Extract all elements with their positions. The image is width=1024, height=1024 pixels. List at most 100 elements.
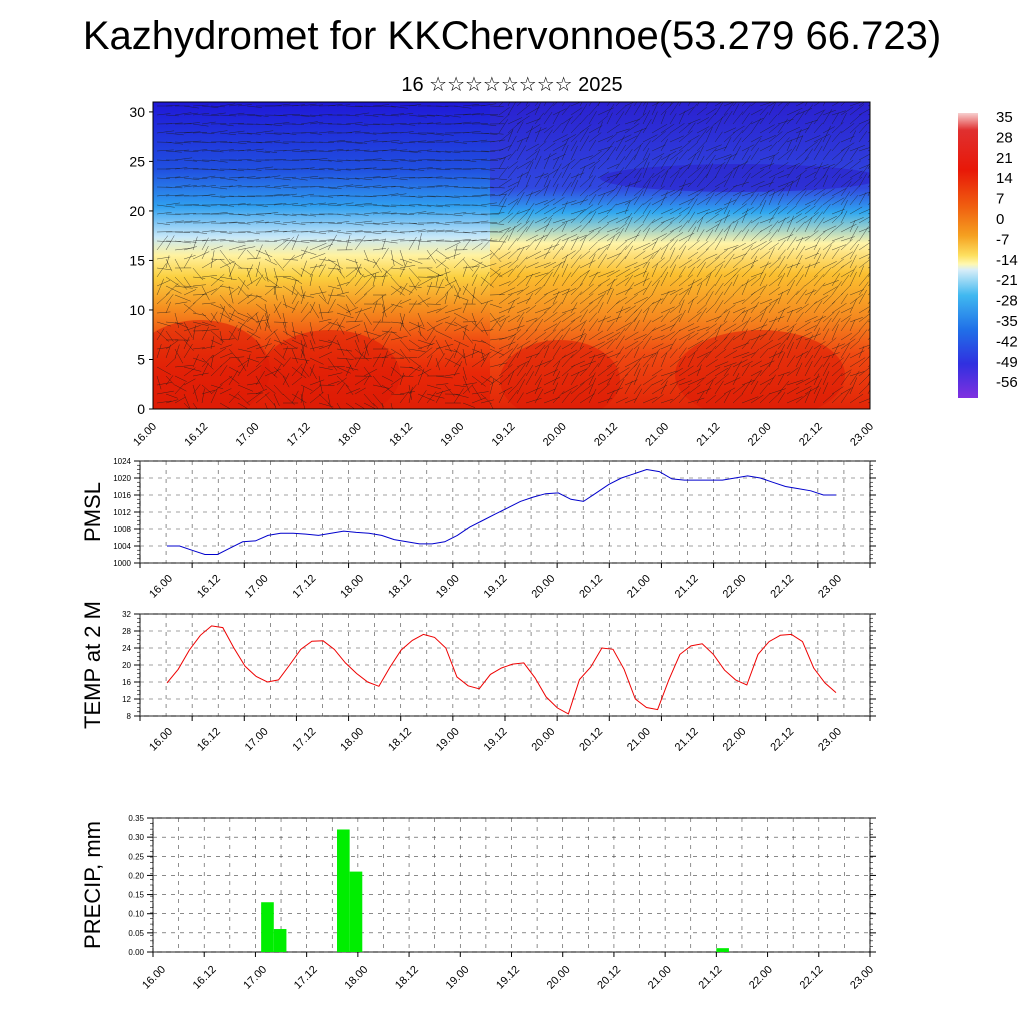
x-tick-label: 21.12: [696, 964, 724, 992]
x-tick-label: 20.00: [529, 573, 557, 601]
x-tick-label: 17.00: [241, 964, 269, 992]
x-tick-label: 21.00: [625, 726, 653, 754]
y-tick-label: 1012: [113, 508, 131, 517]
y-tick-label: 32: [122, 610, 131, 619]
x-tick-label: 23.00: [848, 964, 876, 992]
colorbar-label: -14: [996, 252, 1018, 269]
colorbar-label: 21: [996, 150, 1013, 167]
y-tick-label: 0.30: [128, 833, 144, 842]
x-tick-label: 17.12: [291, 573, 319, 601]
y-tick-label: 30: [129, 104, 145, 120]
colorbar-label: -56: [996, 374, 1018, 391]
x-tick-label: 17.00: [234, 421, 262, 449]
x-tick-label: 20.12: [595, 964, 623, 992]
colorbar-label: -7: [996, 231, 1009, 248]
y-tick-label: 0.20: [128, 871, 144, 880]
x-tick-label: 22.12: [797, 421, 825, 449]
colorbar-label: -21: [996, 272, 1018, 289]
x-tick-label: 18.00: [338, 726, 366, 754]
precip-bar: [261, 902, 274, 952]
colorbar-label: -42: [996, 333, 1018, 350]
y-tick-label: 25: [129, 153, 145, 169]
heatmap-frame: [152, 101, 871, 410]
x-tick-label: 16.12: [195, 573, 223, 601]
y-tick-label: 20: [122, 661, 131, 670]
x-tick-label: 22.12: [798, 964, 826, 992]
y-tick-label: 1016: [113, 491, 131, 500]
x-tick-label: 16.12: [182, 421, 210, 449]
pmsl-line: [167, 468, 836, 555]
x-tick-label: 19.12: [490, 421, 518, 449]
y-tick-label: 16: [122, 678, 131, 687]
x-tick-label: 16.12: [195, 726, 223, 754]
x-tick-label: 20.00: [545, 964, 573, 992]
y-tick-label: 15: [129, 252, 145, 268]
colorbar-label: -28: [996, 293, 1018, 310]
y-tick-label: 0.25: [128, 852, 144, 861]
x-tick-label: 17.12: [292, 964, 320, 992]
y-tick-label: 1024: [113, 457, 131, 466]
x-tick-label: 22.00: [721, 573, 749, 601]
x-tick-label: 19.12: [482, 726, 510, 754]
x-tick-label: 19.12: [482, 573, 510, 601]
precip-bar: [349, 871, 363, 952]
x-tick-label: 20.00: [529, 726, 557, 754]
x-tick-label: 18.12: [387, 421, 415, 449]
y-axis-label: PRECIP, mm: [80, 821, 105, 949]
y-tick-label: 10: [129, 302, 145, 318]
y-tick-label: 0.00: [128, 948, 144, 957]
x-tick-label: 17.12: [285, 421, 313, 449]
date-subtitle: 16 ☆☆☆☆☆☆☆☆ 2025: [401, 74, 623, 96]
wind-barbs: [156, 102, 870, 409]
x-tick-label: 22.12: [768, 573, 796, 601]
y-tick-label: 0.05: [128, 929, 144, 938]
y-tick-label: 24: [122, 644, 131, 653]
x-tick-label: 22.00: [721, 726, 749, 754]
precip-bar: [716, 948, 729, 952]
x-tick-label: 21.12: [673, 573, 701, 601]
heatmap-field: [153, 102, 870, 409]
x-tick-label: 16.00: [131, 421, 159, 449]
x-tick-label: 19.00: [434, 726, 462, 754]
y-tick-label: 0: [137, 401, 145, 417]
x-tick-label: 19.12: [494, 964, 522, 992]
x-tick-label: 18.00: [336, 421, 364, 449]
x-tick-label: 22.00: [747, 964, 775, 992]
colorbar-label: -35: [996, 313, 1018, 330]
x-tick-label: 18.00: [338, 573, 366, 601]
x-tick-label: 19.00: [434, 573, 462, 601]
y-tick-label: 20: [129, 203, 145, 219]
y-tick-label: 1000: [113, 559, 131, 568]
x-tick-label: 18.00: [342, 964, 370, 992]
colorbar: [958, 113, 978, 398]
warm-pocket: [260, 330, 400, 409]
x-tick-label: 20.12: [592, 421, 620, 449]
y-tick-label: 5: [137, 351, 145, 367]
x-tick-label: 17.12: [291, 726, 319, 754]
colorbar-label: 28: [996, 129, 1013, 146]
x-tick-label: 16.12: [191, 964, 219, 992]
x-tick-label: 23.00: [848, 421, 876, 449]
x-tick-label: 23.00: [816, 726, 844, 754]
temp-line: [166, 625, 837, 715]
x-tick-label: 17.00: [243, 573, 271, 601]
colorbar-label: 0: [996, 211, 1004, 228]
colorbar-label: 14: [996, 170, 1013, 187]
x-tick-label: 21.00: [646, 964, 674, 992]
y-tick-label: 28: [122, 627, 131, 636]
x-tick-label: 20.12: [577, 726, 605, 754]
warm-pocket: [500, 340, 620, 409]
x-tick-label: 22.00: [746, 421, 774, 449]
warm-pocket: [675, 330, 845, 409]
x-tick-label: 19.00: [444, 964, 472, 992]
y-tick-label: 8: [127, 712, 132, 721]
x-tick-label: 18.12: [393, 964, 421, 992]
x-tick-label: 21.00: [643, 421, 671, 449]
x-tick-label: 20.12: [577, 573, 605, 601]
x-tick-label: 18.12: [386, 726, 414, 754]
colorbar-label: -49: [996, 354, 1018, 371]
x-tick-label: 21.12: [695, 421, 723, 449]
x-tick-label: 19.00: [438, 421, 466, 449]
x-tick-label: 16.00: [140, 964, 168, 992]
